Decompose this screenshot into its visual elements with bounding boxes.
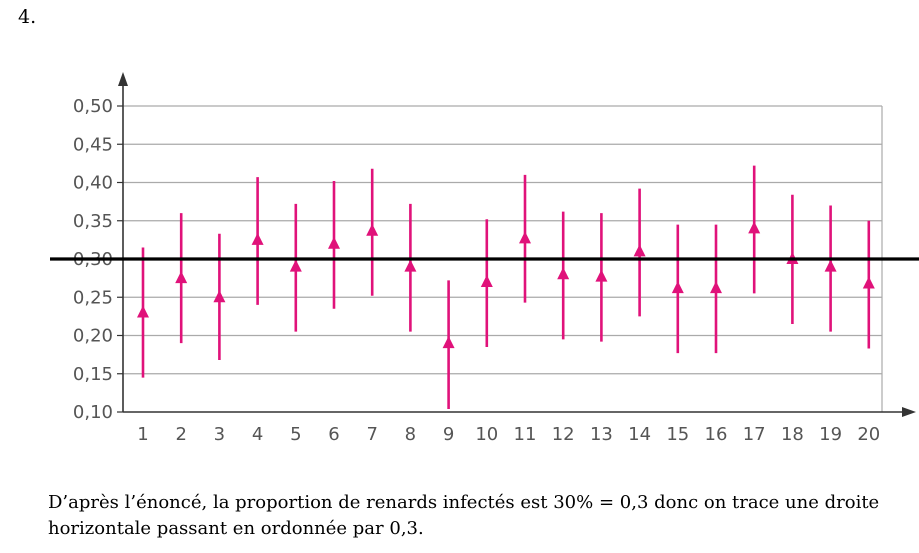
interval-8: [404, 203, 417, 332]
confidence-intervals: [137, 165, 875, 409]
axes: [117, 72, 916, 417]
point-marker-2: [175, 271, 188, 284]
x-tick-label-19: 19: [819, 424, 842, 445]
point-marker-16: [710, 281, 722, 294]
interval-20: [862, 220, 875, 349]
x-tick-label-10: 10: [475, 424, 498, 445]
y-tick-label-6: 0,40: [73, 173, 113, 194]
point-marker-19: [824, 259, 837, 272]
interval-16: [710, 224, 722, 354]
y-tick-label-5: 0,35: [73, 211, 113, 232]
point-marker-8: [404, 259, 417, 272]
interval-10: [480, 219, 493, 347]
point-marker-11: [519, 231, 531, 244]
x-tick-label-20: 20: [857, 424, 880, 445]
point-marker-5: [289, 259, 302, 272]
y-tick-label-2: 0,20: [73, 326, 113, 347]
point-marker-17: [748, 221, 761, 234]
x-tick-label-8: 8: [405, 424, 416, 445]
interval-3: [213, 233, 226, 360]
interval-6: [328, 180, 340, 309]
point-marker-20: [862, 276, 875, 289]
x-tick-label-15: 15: [666, 424, 689, 445]
x-tick-label-18: 18: [781, 424, 804, 445]
x-tick-label-17: 17: [743, 424, 766, 445]
interval-11: [519, 174, 531, 303]
interval-14: [633, 188, 646, 317]
interval-1: [137, 247, 149, 378]
x-tick-label-12: 12: [552, 424, 575, 445]
point-marker-12: [557, 267, 570, 280]
x-tick-label-2: 2: [175, 424, 186, 445]
interval-19: [824, 205, 837, 332]
y-tick-label-7: 0,45: [73, 134, 113, 155]
x-tick-label-14: 14: [628, 424, 651, 445]
x-tick-label-11: 11: [514, 424, 537, 445]
x-tick-label-7: 7: [366, 424, 377, 445]
interval-7: [366, 168, 379, 296]
y-tick-label-0: 0,10: [73, 402, 113, 423]
point-marker-7: [366, 223, 379, 236]
point-marker-13: [595, 269, 608, 282]
x-axis-arrow: [902, 407, 916, 417]
x-tick-label-1: 1: [137, 424, 148, 445]
interval-17: [748, 165, 761, 294]
question-number: 4.: [18, 6, 37, 28]
interval-13: [595, 213, 608, 342]
point-marker-10: [480, 274, 493, 287]
interval-15: [671, 224, 684, 354]
interval-5: [289, 203, 302, 332]
x-tick-label-4: 4: [252, 424, 263, 445]
x-tick-label-5: 5: [290, 424, 301, 445]
x-tick-labels: 1 2 3 4 5 6 7 8 9 10 11 12 13 14 15 16 17 18 19 20: [137, 424, 880, 445]
x-tick-label-13: 13: [590, 424, 613, 445]
y-tick-labels: 0,100,150,200,250,300,350,400,450,50: [73, 96, 113, 423]
point-marker-3: [213, 290, 226, 303]
interval-2: [175, 213, 188, 344]
x-tick-label-3: 3: [214, 424, 225, 445]
y-tick-label-3: 0,25: [73, 287, 113, 308]
y-tick-label-1: 0,15: [73, 364, 113, 385]
caption-text: D’après l’énoncé, la proportion de renar…: [48, 492, 880, 539]
point-marker-15: [671, 281, 684, 294]
x-tick-label-16: 16: [705, 424, 728, 445]
point-marker-6: [328, 236, 340, 249]
point-marker-9: [442, 336, 455, 349]
y-axis-arrow: [118, 72, 128, 86]
interval-9: [442, 280, 455, 409]
x-tick-label-9: 9: [443, 424, 454, 445]
y-tick-label-8: 0,50: [73, 96, 113, 117]
point-marker-14: [633, 244, 646, 257]
interval-4: [251, 177, 264, 305]
point-marker-1: [137, 305, 149, 318]
interval-12: [557, 211, 570, 340]
x-tick-label-6: 6: [328, 424, 339, 445]
point-marker-4: [251, 232, 264, 245]
